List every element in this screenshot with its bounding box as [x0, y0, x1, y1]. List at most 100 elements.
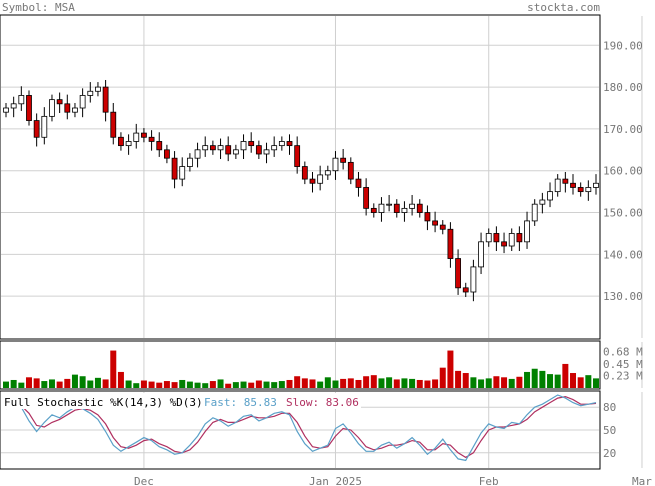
volume-bar	[439, 367, 446, 388]
volume-bars	[3, 350, 599, 388]
stochastic-lines	[5, 394, 597, 462]
volume-panel	[0, 340, 601, 390]
volume-bar	[79, 376, 86, 388]
candle-body	[516, 233, 523, 243]
candle-body	[171, 157, 178, 180]
volume-bar	[424, 380, 431, 388]
candle-body	[340, 157, 347, 163]
volume-bar	[332, 380, 339, 388]
price-tick-label: 140.00	[603, 248, 643, 261]
candle-body	[455, 258, 461, 289]
candle-body	[49, 99, 55, 117]
volume-bar	[378, 378, 385, 388]
volume-tick-label: 0.23 M	[603, 370, 643, 383]
candle-body	[355, 178, 362, 188]
volume-bar	[485, 378, 492, 388]
volume-bar	[278, 381, 285, 388]
volume-bar	[240, 381, 247, 388]
volume-bar	[225, 383, 232, 388]
candle-body	[217, 145, 224, 151]
candle-body	[164, 149, 170, 159]
candle-body	[539, 199, 546, 205]
volume-bar	[209, 381, 216, 388]
price-panel	[0, 14, 601, 340]
volume-bar	[133, 383, 140, 388]
candle-body	[447, 228, 454, 259]
volume-bar	[347, 378, 354, 388]
stochastic-tick-labels: 20 50 80	[603, 401, 616, 460]
candle-body	[87, 90, 94, 96]
volume-bar	[309, 379, 316, 388]
volume-bar	[317, 381, 324, 388]
volume-bar	[202, 383, 209, 388]
candlesticks	[3, 79, 599, 302]
stochastic-fast-label: Fast: 85.83	[204, 396, 277, 409]
volume-bar	[478, 379, 485, 388]
volume-bar	[48, 379, 55, 388]
candle-body	[278, 141, 285, 147]
symbol-label: Symbol: MSA	[2, 1, 75, 14]
price-tick-label: 130.00	[603, 290, 643, 303]
volume-bar	[171, 382, 178, 388]
volume-tick-labels: 0.23 M0.45 M0.68 M	[603, 346, 643, 383]
date-tick-label: Jan 2025	[309, 475, 362, 486]
volume-bar	[87, 380, 94, 388]
candle-body	[240, 141, 247, 151]
candle-body	[570, 182, 576, 188]
candle-body	[332, 157, 339, 172]
volume-bar	[447, 350, 454, 388]
date-tick-label: Dec	[134, 475, 154, 486]
volume-bar	[18, 382, 25, 388]
candle-body	[317, 174, 324, 184]
volume-bar	[217, 379, 224, 388]
volume-bar	[186, 381, 193, 388]
volume-bar	[10, 379, 17, 388]
candle-body	[531, 203, 538, 222]
stochastic-title: Full Stochastic %K(14,3) %D(3)	[4, 396, 203, 409]
volume-bar	[71, 374, 78, 388]
candle-body	[554, 178, 561, 193]
volume-bar	[470, 377, 477, 388]
candle-body	[562, 178, 569, 184]
candle-body	[125, 141, 132, 147]
stochastic-tick-label: 20	[603, 447, 616, 460]
volume-bar	[286, 379, 293, 388]
volume-bar	[562, 363, 569, 388]
volume-bar	[516, 376, 523, 388]
price-tick-label: 150.00	[603, 207, 643, 220]
candle-body	[416, 203, 423, 213]
candle-body	[378, 203, 385, 213]
candle-body	[508, 233, 515, 247]
volume-tick-label: 0.45 M	[603, 358, 643, 371]
stochastic-legend-bg	[1, 393, 361, 409]
stochastic-tick-label: 80	[603, 401, 616, 414]
volume-bar	[33, 378, 40, 388]
candle-body	[110, 111, 117, 138]
volume-bar	[110, 350, 117, 388]
price-tick-label: 190.00	[603, 39, 643, 52]
volume-bar	[125, 380, 132, 388]
candle-body	[439, 224, 446, 230]
volume-bar	[577, 377, 584, 388]
volume-bar	[294, 376, 301, 388]
candle-body	[263, 149, 270, 155]
volume-bar	[570, 373, 577, 388]
volume-bar	[56, 381, 63, 388]
candle-body	[470, 266, 477, 293]
candle-body	[324, 170, 331, 176]
volume-bar	[263, 381, 270, 388]
volume-bar	[508, 378, 515, 388]
candle-body	[409, 203, 416, 209]
candle-body	[478, 241, 484, 268]
candle-body	[72, 107, 78, 113]
candle-body	[133, 132, 140, 142]
candle-body	[148, 136, 155, 142]
candle-body	[286, 141, 293, 147]
candle-body	[309, 178, 316, 184]
volume-bar	[3, 381, 9, 388]
candle-body	[347, 161, 354, 180]
candle-body	[79, 95, 86, 109]
volume-bar	[386, 377, 393, 388]
stochastic-fast-line	[5, 394, 597, 462]
